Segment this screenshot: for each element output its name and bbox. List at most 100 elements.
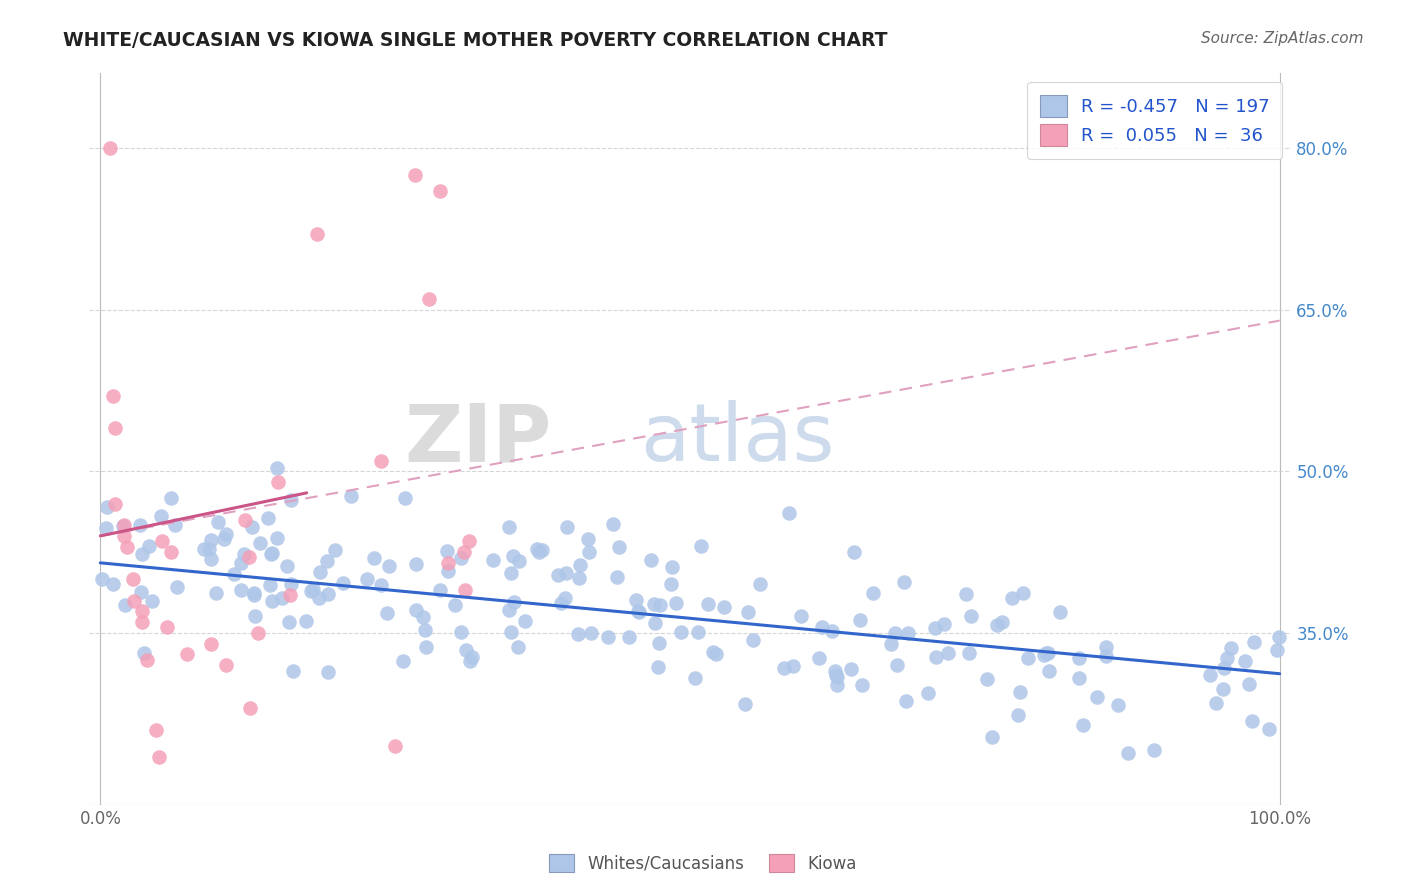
Point: [648, 598, 671, 612]
Point: [436, 556, 458, 570]
Point: [659, 576, 682, 591]
Point: [437, 565, 460, 579]
Point: [1237, 677, 1260, 691]
Point: [1032, 648, 1054, 662]
Point: [114, 599, 136, 613]
Point: [924, 649, 946, 664]
Point: [661, 559, 683, 574]
Point: [1265, 642, 1288, 657]
Point: [249, 536, 271, 550]
Point: [1241, 714, 1264, 728]
Point: [404, 168, 426, 182]
Point: [1085, 690, 1108, 704]
Point: [267, 475, 290, 489]
Point: [280, 588, 302, 602]
Point: [278, 615, 301, 629]
Point: [547, 568, 569, 582]
Point: [498, 602, 520, 616]
Point: [229, 583, 252, 598]
Point: [704, 647, 727, 661]
Point: [1049, 605, 1071, 619]
Point: [1012, 586, 1035, 600]
Point: [526, 541, 548, 556]
Point: [626, 592, 648, 607]
Point: [156, 620, 179, 634]
Point: [233, 547, 256, 561]
Point: [644, 616, 666, 631]
Point: [917, 686, 939, 700]
Point: [567, 626, 589, 640]
Point: [737, 605, 759, 619]
Point: [550, 596, 572, 610]
Point: [527, 545, 550, 559]
Point: [98, 141, 121, 155]
Point: [628, 605, 651, 619]
Text: atlas: atlas: [640, 400, 834, 478]
Point: [578, 545, 600, 559]
Point: [685, 671, 707, 685]
Point: [418, 292, 440, 306]
Point: [825, 670, 848, 684]
Point: [229, 557, 252, 571]
Point: [1220, 641, 1243, 656]
Point: [145, 723, 167, 737]
Point: [1000, 591, 1022, 605]
Point: [957, 646, 980, 660]
Point: [821, 624, 844, 639]
Point: [270, 591, 292, 606]
Point: [370, 453, 392, 467]
Point: [627, 604, 650, 618]
Point: [131, 547, 153, 561]
Point: [1038, 664, 1060, 678]
Point: [1234, 654, 1257, 668]
Point: [1067, 651, 1090, 665]
Point: [554, 591, 576, 605]
Point: [266, 461, 288, 475]
Point: [893, 575, 915, 590]
Point: [224, 566, 246, 581]
Point: [506, 640, 529, 654]
Point: [243, 609, 266, 624]
Point: [176, 648, 198, 662]
Point: [894, 694, 917, 708]
Point: [308, 565, 330, 579]
Point: [1035, 646, 1057, 660]
Point: [243, 585, 266, 599]
Point: [789, 609, 811, 624]
Point: [159, 491, 181, 506]
Point: [1107, 698, 1129, 712]
Point: [647, 636, 669, 650]
Point: [991, 615, 1014, 629]
Point: [568, 571, 591, 585]
Point: [576, 532, 599, 546]
Point: [955, 587, 977, 601]
Point: [1199, 668, 1222, 682]
Point: [128, 517, 150, 532]
Point: [513, 614, 536, 628]
Point: [215, 526, 238, 541]
Point: [238, 550, 260, 565]
Point: [1116, 746, 1139, 760]
Point: [415, 640, 437, 655]
Point: [851, 678, 873, 692]
Point: [308, 591, 330, 606]
Legend: Whites/Caucasians, Kiowa: Whites/Caucasians, Kiowa: [543, 847, 863, 880]
Point: [301, 583, 323, 598]
Point: [1007, 708, 1029, 723]
Point: [111, 518, 134, 533]
Point: [697, 597, 720, 611]
Point: [444, 598, 467, 612]
Point: [1017, 651, 1039, 665]
Point: [104, 497, 127, 511]
Point: [283, 664, 305, 678]
Point: [150, 534, 173, 549]
Point: [280, 577, 302, 591]
Point: [240, 519, 263, 533]
Point: [702, 645, 724, 659]
Point: [150, 508, 173, 523]
Point: [741, 632, 763, 647]
Point: [131, 615, 153, 629]
Point: [332, 575, 354, 590]
Point: [502, 549, 524, 564]
Point: [122, 593, 145, 607]
